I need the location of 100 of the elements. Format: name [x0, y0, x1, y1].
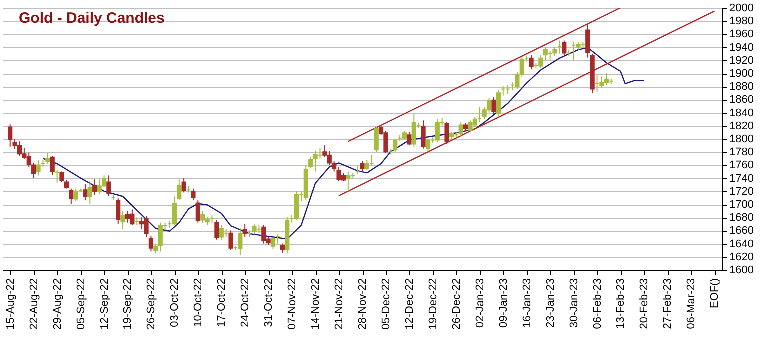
x-tick-label: 21-Nov-22: [334, 278, 346, 330]
candlestick: [393, 138, 398, 153]
candlestick: [50, 156, 55, 176]
candlestick: [148, 235, 154, 252]
candlestick: [444, 121, 450, 145]
x-tick-label: 28-Nov-22: [357, 278, 369, 330]
x-tick-label: 05-Dec-22: [380, 278, 392, 330]
candlestick: [191, 188, 196, 202]
candlestick: [242, 224, 248, 238]
candlestick: [83, 184, 88, 202]
x-tick-label: 07-Nov-22: [286, 278, 299, 330]
y-tick-label: 2000: [730, 2, 754, 14]
x-tick-label: 14-Nov-22: [310, 278, 322, 330]
candlestick: [426, 138, 431, 153]
x-tick-label: 30-Jan-23: [568, 278, 580, 328]
candlestick: [458, 122, 464, 137]
candlestick: [74, 188, 78, 202]
candlestick: [36, 160, 41, 176]
y-tick-label: 1940: [730, 42, 754, 54]
y-tick-label: 1980: [730, 16, 754, 28]
x-tick-label: 26-Sep-22: [146, 278, 158, 330]
x-tick-label: 10-Oct-22: [192, 278, 205, 328]
y-tick-label: 1700: [730, 199, 754, 211]
y-tick-label: 1920: [730, 54, 754, 67]
candlestick: [346, 171, 351, 192]
x-tick-label: 03-Oct-22: [169, 278, 182, 328]
candlestick: [421, 120, 426, 150]
candlestick: [374, 126, 379, 153]
candlestick: [177, 179, 182, 202]
y-tick-label: 1760: [730, 160, 754, 172]
x-tick-label: 09-Jan-23: [498, 278, 510, 328]
candlestick: [562, 40, 567, 56]
x-tick-label: 29-Aug-22: [52, 278, 64, 330]
x-tick-label: 06-Mar-23: [686, 278, 698, 330]
candlestick: [252, 224, 257, 236]
x-tick-label: EOF(): [709, 278, 722, 308]
x-tick-label: 15-Aug-22: [4, 278, 17, 330]
candlestick: [196, 200, 200, 224]
candlestick: [586, 24, 590, 58]
candlestick: [270, 236, 276, 250]
candlestick: [492, 96, 496, 115]
candlestick: [125, 210, 130, 224]
candlestick: [538, 54, 544, 69]
y-tick-label: 1840: [730, 107, 754, 120]
y-tick-label: 1740: [730, 172, 754, 185]
y-tick-label: 1880: [730, 81, 754, 94]
x-tick-label: 12-Dec-22: [404, 278, 416, 330]
x-tick-label: 17-Oct-22: [216, 278, 228, 328]
candlestick: [407, 132, 412, 146]
y-tick-label: 1640: [730, 238, 754, 250]
y-tick-label: 1620: [730, 251, 754, 264]
candlestick: [106, 175, 112, 196]
x-tick-label: 22-Aug-22: [28, 278, 40, 330]
x-tick-label: 16-Jan-23: [521, 278, 534, 328]
x-tick-label: 05-Sep-22: [75, 278, 88, 330]
candlestick: [529, 54, 534, 70]
chart-title: Gold - Daily Candles: [19, 10, 165, 27]
candlestick: [46, 152, 50, 164]
x-tick-label: 19-Dec-22: [427, 278, 440, 330]
x-tick-label: 19-Sep-22: [122, 278, 134, 330]
y-tick-label: 1900: [730, 68, 754, 80]
x-tick-label: 02-Jan-23: [474, 278, 486, 328]
y-tick-label: 1660: [730, 225, 754, 238]
y-tick-label: 1800: [730, 134, 754, 146]
candlestick: [214, 220, 220, 240]
x-tick-label: 23-Jan-23: [544, 278, 557, 328]
candlestick: [116, 198, 121, 225]
candlestick: [435, 118, 440, 143]
y-tick-label: 1960: [730, 28, 754, 41]
candlestick: [412, 114, 416, 148]
x-tick-label: 20-Feb-23: [638, 278, 651, 330]
candlestick: [496, 90, 501, 117]
candlestick: [238, 228, 243, 256]
candlestick: [360, 160, 365, 172]
y-tick-label: 1780: [730, 146, 754, 159]
candlestick: [172, 196, 177, 226]
y-tick-label: 1680: [730, 212, 754, 224]
x-tick-label: 13-Feb-23: [615, 278, 628, 330]
candlestick: [280, 243, 285, 254]
x-tick-label: 27-Feb-23: [662, 278, 674, 330]
x-tick-label: 24-Oct-22: [240, 278, 252, 328]
x-tick-label: 12-Sep-22: [98, 278, 111, 330]
candlestick: [486, 98, 492, 114]
y-tick-label: 1600: [730, 264, 754, 276]
candlestick: [88, 181, 92, 205]
candlestick: [364, 159, 370, 171]
candlestick: [228, 230, 234, 251]
candlestick: [69, 188, 74, 205]
x-tick-label: 26-Dec-22: [450, 278, 463, 330]
candlestick: [92, 179, 98, 196]
candlestick: [182, 178, 186, 194]
candlestick: [543, 46, 548, 61]
candlestick: [219, 224, 224, 240]
candlestick: [313, 150, 318, 172]
candlestick: [120, 210, 126, 230]
y-tick-label: 1720: [730, 186, 754, 198]
x-tick-label: 06-Feb-23: [592, 278, 604, 330]
y-tick-label: 1860: [730, 94, 754, 106]
candlestick: [402, 130, 408, 141]
x-tick-label: 31-Oct-22: [263, 278, 276, 328]
